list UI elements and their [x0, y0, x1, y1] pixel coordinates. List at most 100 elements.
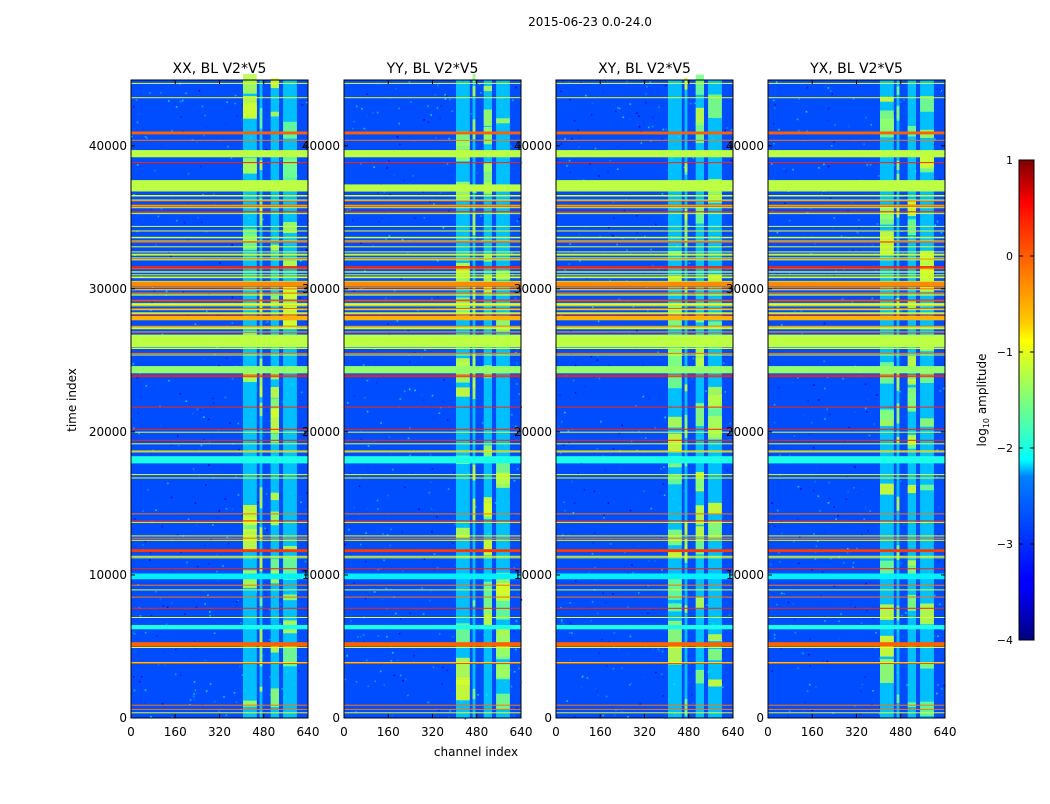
noise-speck: [388, 713, 391, 716]
noise-speck: [264, 533, 266, 535]
noise-speck: [827, 87, 830, 89]
rfi-time-line: [131, 663, 308, 664]
rfi-time-line: [768, 555, 945, 557]
noise-speck: [704, 214, 707, 216]
noise-speck: [872, 690, 874, 692]
noise-speck: [860, 690, 862, 693]
noise-speck: [863, 143, 865, 145]
noise-speck: [388, 435, 391, 438]
rfi-time-line: [768, 584, 945, 586]
heatmap-panel: YY, BL V2*V50 160 320 480 640010000200003000…: [302, 61, 533, 739]
rfi-time-line: [556, 211, 733, 213]
noise-speck: [388, 235, 391, 237]
noise-speck: [304, 560, 307, 563]
noise-speck: [787, 601, 790, 604]
noise-speck: [398, 633, 401, 635]
rfi-time-line: [344, 617, 521, 618]
noise-speck: [562, 444, 565, 446]
noise-speck: [937, 533, 940, 536]
rfi-block: [896, 545, 900, 560]
noise-speck: [196, 524, 198, 526]
noise-speck: [150, 716, 152, 718]
rfi-time-line: [556, 304, 733, 305]
noise-speck: [872, 699, 874, 701]
rfi-time-line: [344, 596, 521, 598]
noise-speck: [596, 448, 599, 450]
noise-speck: [934, 594, 936, 597]
noise-speck: [209, 157, 212, 160]
rfi-block: [472, 73, 476, 83]
noise-speck: [263, 373, 265, 376]
noise-speck: [266, 410, 268, 412]
noise-speck: [573, 716, 576, 718]
noise-speck: [208, 293, 210, 295]
rfi-time-line: [344, 535, 521, 537]
noise-speck: [847, 123, 850, 126]
noise-speck: [783, 641, 785, 643]
flagged-band: [768, 334, 945, 348]
noise-speck: [432, 666, 435, 668]
noise-speck: [374, 680, 376, 683]
noise-speck: [513, 479, 516, 482]
noise-speck: [445, 94, 448, 97]
noise-speck: [516, 383, 518, 385]
rfi-time-line: [768, 708, 945, 710]
rfi-time-line: [556, 557, 733, 559]
noise-speck: [206, 310, 208, 313]
noise-speck: [298, 252, 300, 254]
noise-speck: [512, 99, 514, 102]
noise-speck: [481, 422, 484, 424]
rfi-time-line: [344, 302, 521, 304]
noise-speck: [774, 103, 776, 106]
rfi-time-line: [556, 258, 733, 260]
noise-speck: [516, 348, 519, 350]
noise-speck: [200, 444, 203, 447]
noise-speck: [851, 201, 854, 203]
noise-speck: [192, 695, 195, 698]
noise-speck: [377, 568, 379, 571]
noise-speck: [644, 101, 647, 104]
noise-speck: [876, 223, 879, 225]
x-tick-label: 160: [801, 725, 824, 739]
noise-speck: [791, 361, 794, 364]
noise-speck: [373, 166, 375, 168]
noise-speck: [840, 235, 843, 237]
noise-speck: [860, 622, 863, 625]
noise-speck: [580, 197, 582, 199]
noise-speck: [179, 100, 182, 103]
noise-speck: [297, 148, 299, 150]
noise-speck: [637, 545, 640, 548]
rfi-block: [472, 464, 476, 481]
noise-speck: [722, 362, 725, 364]
noise-speck: [560, 619, 563, 621]
noise-speck: [772, 179, 775, 181]
noise-speck: [609, 270, 612, 272]
noise-speck: [769, 384, 772, 386]
rfi-channel-bands: [456, 73, 510, 718]
noise-speck: [208, 464, 210, 466]
noise-speck: [800, 488, 802, 490]
noise-speck: [171, 602, 173, 604]
noise-speck: [806, 545, 808, 548]
noise-speck: [641, 437, 644, 440]
noise-speck: [138, 606, 140, 609]
rfi-time-line: [556, 274, 733, 276]
noise-speck: [661, 650, 664, 653]
rfi-block: [920, 701, 934, 716]
rfi-block: [668, 475, 682, 485]
rfi-time-line: [344, 277, 521, 279]
rfi-time-line: [344, 266, 521, 268]
noise-speck: [376, 111, 379, 114]
rfi-time-line: [344, 443, 521, 445]
rfi-block: [880, 483, 894, 495]
noise-speck: [647, 612, 649, 615]
noise-speck: [847, 491, 849, 493]
rfi-block: [456, 677, 470, 701]
noise-speck: [239, 274, 242, 277]
rfi-time-line: [131, 257, 308, 259]
noise-speck: [161, 525, 164, 528]
noise-speck: [175, 106, 178, 108]
rfi-time-line: [556, 236, 733, 238]
noise-speck: [382, 533, 384, 535]
rfi-time-line: [344, 431, 521, 433]
